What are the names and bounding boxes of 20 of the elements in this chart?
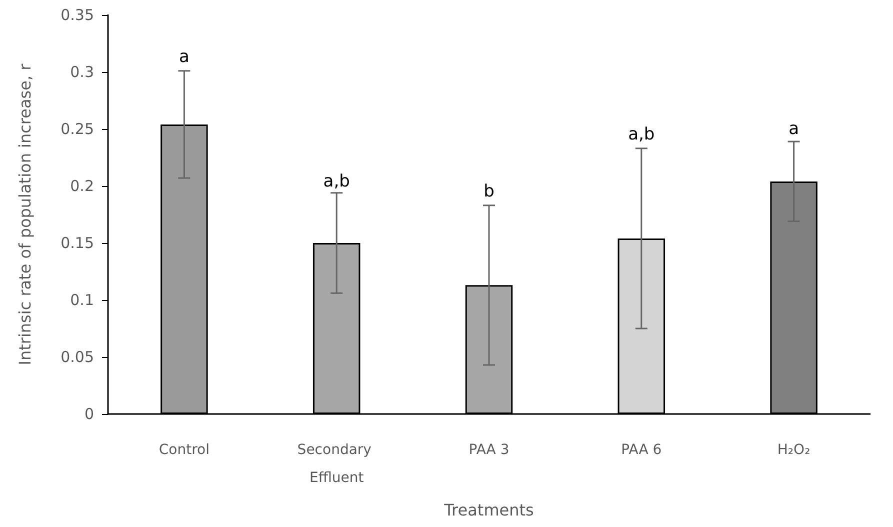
- annotation: a: [788, 119, 800, 140]
- x-axis-title: Treatments: [443, 500, 534, 520]
- y-tick-label: 0.1: [70, 291, 94, 309]
- y-tick-label: 0.15: [60, 234, 94, 252]
- y-tick-label: 0.25: [60, 120, 94, 138]
- y-tick-label: 0.35: [60, 6, 94, 24]
- y-axis-title: Intrinsic rate of population increase, r: [16, 63, 34, 366]
- annotation: a,b: [628, 124, 655, 145]
- x-tick-label: Secondary Effluent: [297, 442, 376, 486]
- y-tick-label: 0: [84, 405, 94, 423]
- x-tick-label: PAA 3: [468, 442, 510, 458]
- y-tick-label: 0.05: [60, 348, 94, 366]
- annotation: a,b: [323, 171, 350, 192]
- x-tick-label: Control: [158, 442, 210, 458]
- x-tick-label: PAA 6: [621, 442, 662, 458]
- y-tick-label: 0.3: [70, 63, 94, 81]
- annotation: a: [178, 47, 190, 68]
- y-tick-label: 0.2: [70, 177, 94, 195]
- annotation: b: [484, 182, 494, 202]
- x-tick-label: H₂O₂: [777, 442, 810, 458]
